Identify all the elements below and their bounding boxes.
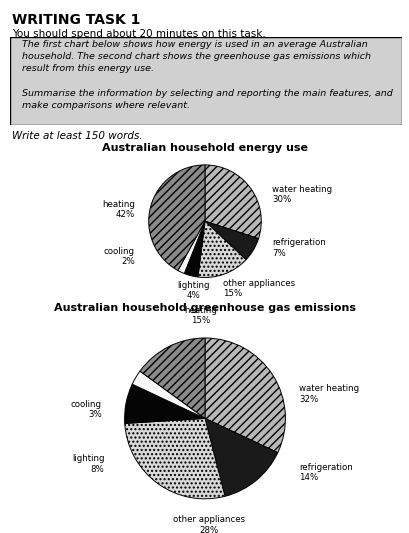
- Wedge shape: [184, 221, 204, 277]
- Text: You should spend about 20 minutes on this task.: You should spend about 20 minutes on thi…: [12, 29, 265, 39]
- Wedge shape: [178, 221, 204, 273]
- Wedge shape: [204, 338, 285, 453]
- Text: other appliances
15%: other appliances 15%: [222, 279, 294, 298]
- Wedge shape: [198, 221, 245, 278]
- Text: lighting
8%: lighting 8%: [72, 454, 104, 473]
- Wedge shape: [204, 221, 258, 260]
- Text: WRITING TASK 1: WRITING TASK 1: [12, 13, 140, 27]
- Wedge shape: [139, 338, 204, 418]
- Text: refrigeration
7%: refrigeration 7%: [272, 238, 325, 258]
- Text: water heating
32%: water heating 32%: [299, 384, 359, 403]
- Wedge shape: [204, 165, 261, 239]
- Text: cooling
3%: cooling 3%: [71, 400, 101, 419]
- Text: Australian household energy use: Australian household energy use: [102, 143, 307, 153]
- Wedge shape: [204, 418, 277, 496]
- Text: other appliances
28%: other appliances 28%: [173, 515, 245, 533]
- Wedge shape: [148, 165, 204, 271]
- Text: refrigeration
14%: refrigeration 14%: [299, 463, 352, 482]
- Text: heating
42%: heating 42%: [101, 200, 134, 220]
- Wedge shape: [124, 418, 225, 499]
- Text: water heating
30%: water heating 30%: [272, 184, 331, 204]
- Text: Australian household greenhouse gas emissions: Australian household greenhouse gas emis…: [54, 303, 355, 313]
- Text: heating
15%: heating 15%: [184, 305, 216, 325]
- Text: The first chart below shows how energy is used in an average Australian
househol: The first chart below shows how energy i…: [22, 40, 392, 110]
- Wedge shape: [124, 384, 204, 423]
- Text: cooling
2%: cooling 2%: [103, 247, 134, 266]
- Text: lighting
4%: lighting 4%: [177, 280, 209, 300]
- FancyBboxPatch shape: [10, 37, 401, 125]
- Text: Write at least 150 words.: Write at least 150 words.: [12, 131, 143, 141]
- Wedge shape: [132, 371, 204, 418]
